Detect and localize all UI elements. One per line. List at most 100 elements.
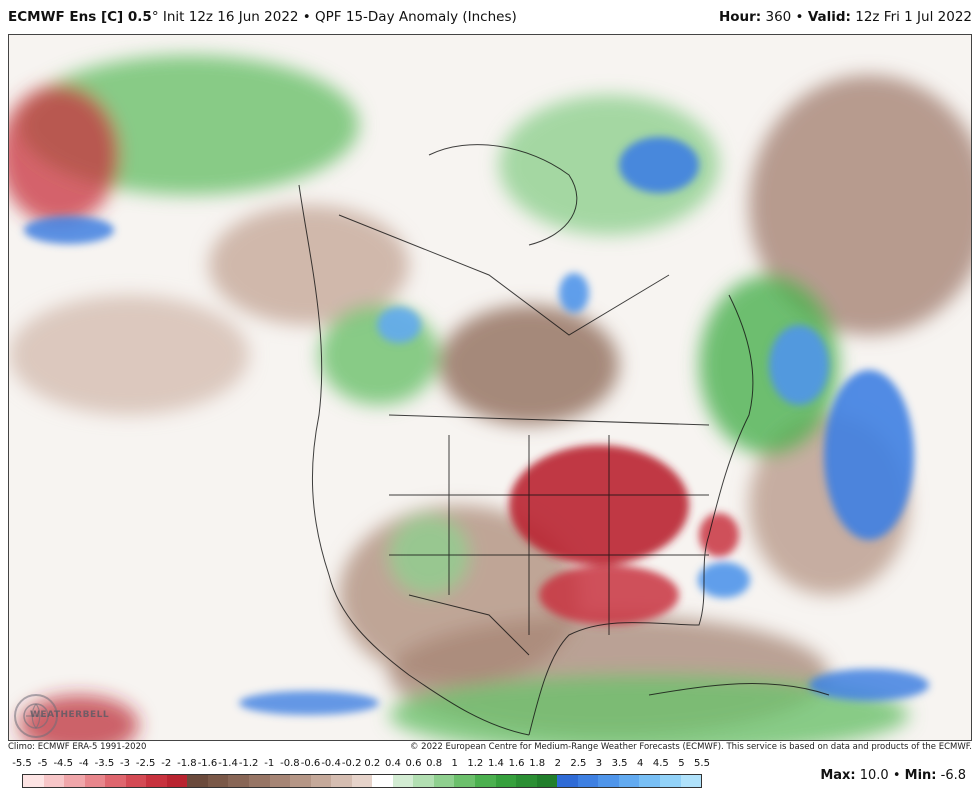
colorbar-swatch — [454, 775, 476, 787]
wet-area-arctic — [499, 95, 719, 235]
climo-text: Climo: ECMWF ERA-5 1991-2020 — [8, 742, 147, 752]
colorbar-swatches — [22, 774, 702, 788]
map-canvas — [9, 55, 971, 740]
colorbar-swatch — [680, 775, 702, 787]
wet-area-caribbean — [389, 675, 909, 740]
colorbar-swatch — [166, 775, 188, 787]
colorbar-swatch — [249, 775, 270, 787]
colorbar-swatch — [43, 775, 65, 787]
colorbar-label: 0.4 — [384, 758, 401, 769]
colorbar-label: 3.5 — [611, 758, 628, 769]
colorbar-label: 3 — [595, 758, 603, 769]
min-value: -6.8 — [936, 768, 966, 783]
colorbar-label: 1 — [451, 758, 458, 769]
coastlines-and-borders — [298, 144, 830, 736]
west-coastline — [298, 184, 530, 736]
colorbar-label: -3 — [120, 758, 131, 769]
dry-area-alaska — [209, 205, 409, 325]
very-wet-area-newfoundland — [769, 325, 829, 405]
colorbar-label: -0.4 — [321, 758, 341, 769]
arctic-islands — [428, 144, 578, 246]
colorbar-swatch — [516, 775, 537, 787]
state-borders — [389, 435, 709, 635]
colorbar-label: 1.4 — [487, 758, 504, 769]
colorbar-legend: -5.5 -5 -4.5 -4 -3.5 -3 -2.5 -2 -1.8 -1.6 -1.4 -1.2… — [12, 758, 710, 798]
colorbar-label: 2.5 — [570, 758, 587, 769]
colorbar-swatch — [536, 775, 558, 787]
colorbar-swatch — [351, 775, 373, 787]
colorbar-swatch — [413, 775, 434, 787]
colorbar-swatch — [228, 775, 250, 787]
colorbar-swatch — [125, 775, 147, 787]
very-wet-area-hudson — [559, 273, 589, 313]
colorbar-swatch — [84, 775, 106, 787]
colorbar-swatch — [310, 775, 332, 787]
max-min-stats: Max: 10.0 • Min: -6.8 — [820, 768, 966, 783]
colorbar-label: -5.5 — [12, 758, 32, 769]
dry-area-pacific — [9, 295, 249, 415]
colorbar-label: -0.8 — [280, 758, 300, 769]
colorbar-swatch — [659, 775, 681, 787]
colorbar-label: -1 — [264, 758, 275, 769]
colorbar-swatch — [64, 775, 85, 787]
colorbar-label: -5 — [37, 758, 48, 769]
degree-sign: ° — [151, 9, 159, 25]
colorbar-swatch — [290, 775, 311, 787]
very-wet-area-east-caribbean — [809, 669, 929, 701]
header-bar: ECMWF Ens [C] 0.5° Init 12z 16 Jun 2022 … — [0, 0, 980, 34]
weatherbell-logo-icon — [14, 694, 58, 738]
title-right: Hour: 360 • Valid: 12z Fri 1 Jul 2022 — [719, 9, 972, 25]
logo-globe-icon — [23, 703, 49, 729]
very-dry-area-carolinas — [699, 513, 739, 557]
colorbar-label: -3.5 — [94, 758, 115, 769]
title-left: ECMWF Ens [C] 0.5° Init 12z 16 Jun 2022 … — [8, 9, 517, 25]
very-wet-area-east-pacific — [239, 691, 379, 715]
colorbar-swatch — [433, 775, 455, 787]
very-wet-area-florida — [698, 562, 750, 598]
very-wet-area-atlantic — [824, 370, 914, 540]
min-label: Min: — [904, 768, 937, 783]
colorbar-swatch — [639, 775, 660, 787]
copyright-text: © 2022 European Centre for Medium-Range … — [409, 742, 972, 752]
colorbar-label: -0.2 — [341, 758, 362, 769]
colorbar-swatch — [557, 775, 578, 787]
colorbar-labels: -5.5 -5 -4.5 -4 -3.5 -3 -2.5 -2 -1.8 -1.6 -1.4 -1.2… — [12, 758, 710, 772]
colorbar-swatch — [598, 775, 619, 787]
colorbar-label: 4 — [636, 758, 644, 769]
us-mexico-border — [408, 594, 530, 656]
colorbar-swatch — [105, 775, 126, 787]
colorbar-label: -0.6 — [300, 758, 321, 769]
hour-label: Hour: — [718, 9, 762, 25]
colorbar-swatch — [372, 775, 393, 787]
colorbar-label: -1.4 — [218, 758, 238, 769]
cuba-coast — [648, 682, 830, 696]
valid-value: 12z Fri 1 Jul 2022 — [850, 9, 972, 25]
colorbar-swatch — [392, 775, 414, 787]
colorbar-swatch — [577, 775, 599, 787]
colorbar-label: -1.2 — [238, 758, 259, 769]
colorbar-label: 5 — [678, 758, 685, 769]
colorbar-label: 1.8 — [529, 758, 546, 769]
us-canada-border — [388, 414, 710, 426]
dry-area-greenland-sea — [749, 75, 971, 335]
colorbar-label: 0.8 — [426, 758, 443, 769]
very-wet-area-north-pacific — [24, 216, 114, 244]
valid-label: Valid: — [807, 9, 851, 25]
colorbar-swatch — [187, 775, 208, 787]
colorbar-label: -4.5 — [53, 758, 73, 769]
colorbar-label: -1.8 — [177, 758, 197, 769]
colorbar-label: -1.6 — [197, 758, 218, 769]
colorbar-swatch — [618, 775, 640, 787]
init-text: Init 12z 16 Jun 2022 • QPF 15-Day Anomal… — [158, 9, 517, 25]
max-label: Max: — [820, 768, 856, 783]
colorbar-label: 1.2 — [467, 758, 484, 769]
logo-text: WEATHERBELL — [30, 710, 110, 720]
canada-province-borders — [338, 214, 670, 336]
colorbar-label: 4.5 — [652, 758, 669, 769]
colorbar-swatch — [207, 775, 229, 787]
colorbar-swatch — [331, 775, 352, 787]
colorbar-swatch — [475, 775, 496, 787]
very-dry-area-pacific-nw — [9, 85, 119, 225]
model-title: ECMWF Ens [C] 0.5 — [8, 9, 152, 25]
colorbar-label: 0.6 — [405, 758, 422, 769]
